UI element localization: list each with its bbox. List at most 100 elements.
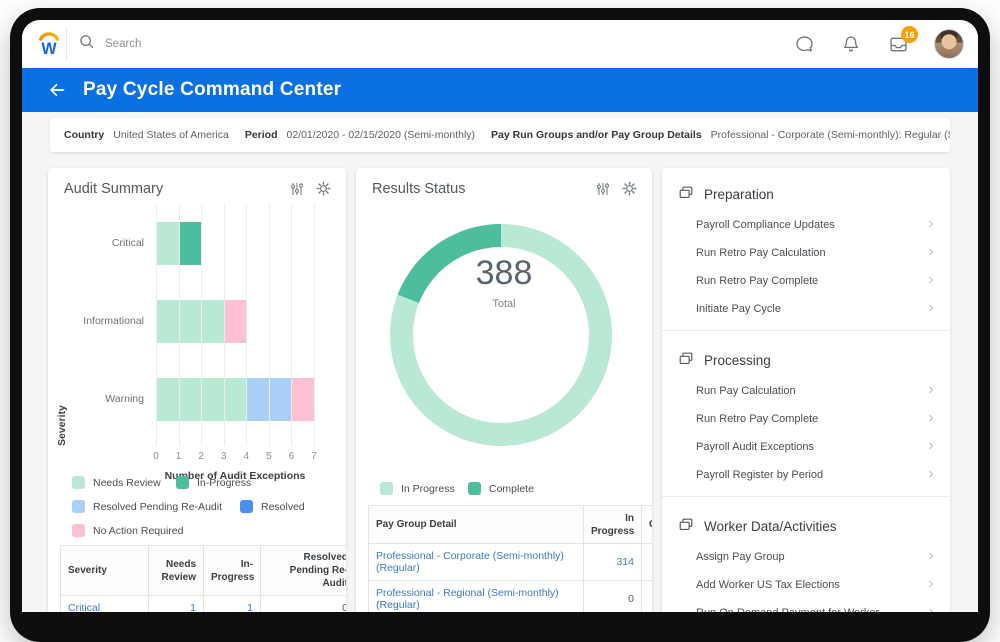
column-header[interactable]: Resolved Pending Re-Audit	[260, 545, 346, 596]
search-icon	[78, 33, 95, 55]
legend-label: Complete	[489, 482, 534, 495]
results-table: Pay Group Detail In Progress Complete Pr…	[368, 505, 652, 612]
legend-item: In Progress	[380, 482, 468, 495]
bar-segment	[178, 222, 202, 265]
inbox-badge: 16	[901, 26, 918, 43]
column-header[interactable]: In Progress	[583, 505, 642, 544]
legend-item: In-Progress	[176, 476, 251, 489]
results-donut-chart[interactable]	[390, 224, 612, 446]
x-tick-label: 3	[220, 451, 227, 462]
bar-warning[interactable]	[156, 378, 314, 421]
pay-group-link[interactable]: Professional - Regional (Semi-monthly) (…	[368, 580, 584, 612]
column-header[interactable]: In-Progress	[203, 545, 261, 596]
audit-legend: Needs Review In-Progress Resolved Pendin…	[72, 476, 305, 548]
gridline	[246, 204, 248, 446]
profile-avatar[interactable]	[934, 29, 964, 59]
filter-value: United States of America	[113, 129, 229, 141]
bar-informational[interactable]	[156, 300, 314, 343]
gridline	[314, 204, 315, 446]
global-search[interactable]: Search	[78, 20, 141, 68]
gridline	[178, 204, 180, 446]
legend-swatch	[72, 524, 85, 537]
task-link[interactable]: Payroll Compliance Updates	[662, 211, 950, 239]
page-header: Pay Cycle Command Center	[22, 68, 978, 112]
task-label: Run Pay Calculation	[696, 385, 796, 397]
task-link[interactable]: Run On Demand Payment for Worker	[662, 599, 950, 612]
table-row: Professional - Regional (Semi-monthly) (…	[368, 580, 652, 612]
task-label: Run Retro Pay Complete	[696, 275, 819, 287]
task-label: Assign Pay Group	[696, 551, 785, 563]
notifications-bell-icon[interactable]	[840, 33, 862, 55]
x-tick-label: 2	[198, 451, 204, 462]
gear-icon[interactable]	[621, 180, 638, 197]
column-header[interactable]: Needs Review	[148, 545, 204, 596]
divider	[662, 496, 950, 497]
divider	[66, 28, 67, 60]
back-arrow-icon[interactable]	[44, 77, 70, 103]
task-link[interactable]: Add Worker US Tax Elections	[662, 571, 950, 599]
column-header[interactable]: Complete	[641, 505, 652, 544]
section-title-worker-data: Worker Data/Activities	[662, 504, 950, 543]
column-header[interactable]: Severity	[60, 545, 149, 596]
chat-icon[interactable]	[793, 33, 815, 55]
filter-period: Period 02/01/2020 - 02/15/2020 (Semi-mon…	[245, 129, 475, 141]
filter-value: Professional - Corporate (Semi-monthly):…	[710, 129, 950, 141]
task-label: Payroll Register by Period	[696, 469, 824, 481]
task-link[interactable]: Run Retro Pay Complete	[662, 267, 950, 295]
top-app-bar: W Search 16	[22, 20, 978, 68]
cell-value-link[interactable]: 1	[203, 595, 261, 612]
filter-value: 02/01/2020 - 02/15/2020 (Semi-monthly)	[286, 129, 476, 141]
table-header-row: Pay Group Detail In Progress Complete	[368, 505, 652, 544]
gear-icon[interactable]	[315, 180, 332, 197]
gridline	[156, 204, 157, 446]
legend-item: Needs Review	[72, 476, 176, 489]
cell-value-link[interactable]: 314	[583, 543, 642, 581]
task-label: Run Retro Pay Calculation	[696, 247, 826, 259]
legend-swatch	[468, 482, 481, 495]
cell-value: 0	[583, 580, 642, 612]
gridline	[291, 204, 293, 446]
task-link[interactable]: Payroll Register by Period	[662, 461, 950, 489]
cell-value-link[interactable]: 1	[148, 595, 204, 612]
bar-segment	[156, 222, 179, 265]
donut-total-label: Total	[492, 298, 516, 310]
task-link[interactable]: Run Retro Pay Complete	[662, 405, 950, 433]
task-label: Payroll Audit Exceptions	[696, 441, 815, 453]
legend-item: Resolved Pending Re-Audit	[72, 500, 240, 513]
app-window: W Search 16	[10, 8, 990, 642]
task-link[interactable]: Initiate Pay Cycle	[662, 295, 950, 323]
severity-link[interactable]: Critical	[60, 595, 149, 612]
legend-swatch	[72, 500, 85, 513]
column-header[interactable]: Pay Group Detail	[368, 505, 584, 544]
section-title-text: Worker Data/Activities	[704, 519, 837, 534]
bar-critical[interactable]	[156, 222, 314, 265]
task-label: Add Worker US Tax Elections	[696, 579, 840, 591]
configure-sliders-icon[interactable]	[594, 180, 611, 197]
task-link[interactable]: Assign Pay Group	[662, 543, 950, 571]
legend-label: Resolved Pending Re-Audit	[93, 500, 222, 513]
task-link[interactable]: Payroll Audit Exceptions	[662, 433, 950, 461]
legend-label: No Action Required	[93, 524, 184, 537]
page-title: Pay Cycle Command Center	[83, 79, 342, 100]
task-link[interactable]: Run Retro Pay Calculation	[662, 239, 950, 267]
filter-label: Pay Run Groups and/or Pay Group Details	[491, 129, 702, 141]
bar-segment	[156, 300, 224, 343]
cell-value: 0	[641, 543, 652, 581]
workday-logo-icon[interactable]: W	[35, 30, 63, 58]
section-title-text: Processing	[704, 353, 771, 368]
plot-area: 0 1 2 3 4 5 6 7	[153, 204, 317, 462]
audit-summary-card: Audit Summary Severity Critical Informat…	[48, 168, 346, 612]
section-title-processing: Processing	[662, 338, 950, 377]
task-label: Payroll Compliance Updates	[696, 219, 835, 231]
cell-value-link[interactable]: 74	[641, 580, 652, 612]
gridline	[201, 204, 203, 446]
task-link[interactable]: Run Pay Calculation	[662, 377, 950, 405]
filter-pay-run-groups: Pay Run Groups and/or Pay Group Details …	[491, 129, 950, 141]
inbox-tray-icon[interactable]: 16	[887, 26, 918, 55]
filter-bar: Country United States of America Period …	[50, 118, 950, 152]
chevron-right-icon	[926, 469, 936, 482]
pay-group-link[interactable]: Professional - Corporate (Semi-monthly) …	[368, 543, 584, 581]
legend-item: Resolved	[240, 500, 305, 513]
chevron-right-icon	[926, 607, 936, 612]
configure-sliders-icon[interactable]	[288, 180, 305, 197]
